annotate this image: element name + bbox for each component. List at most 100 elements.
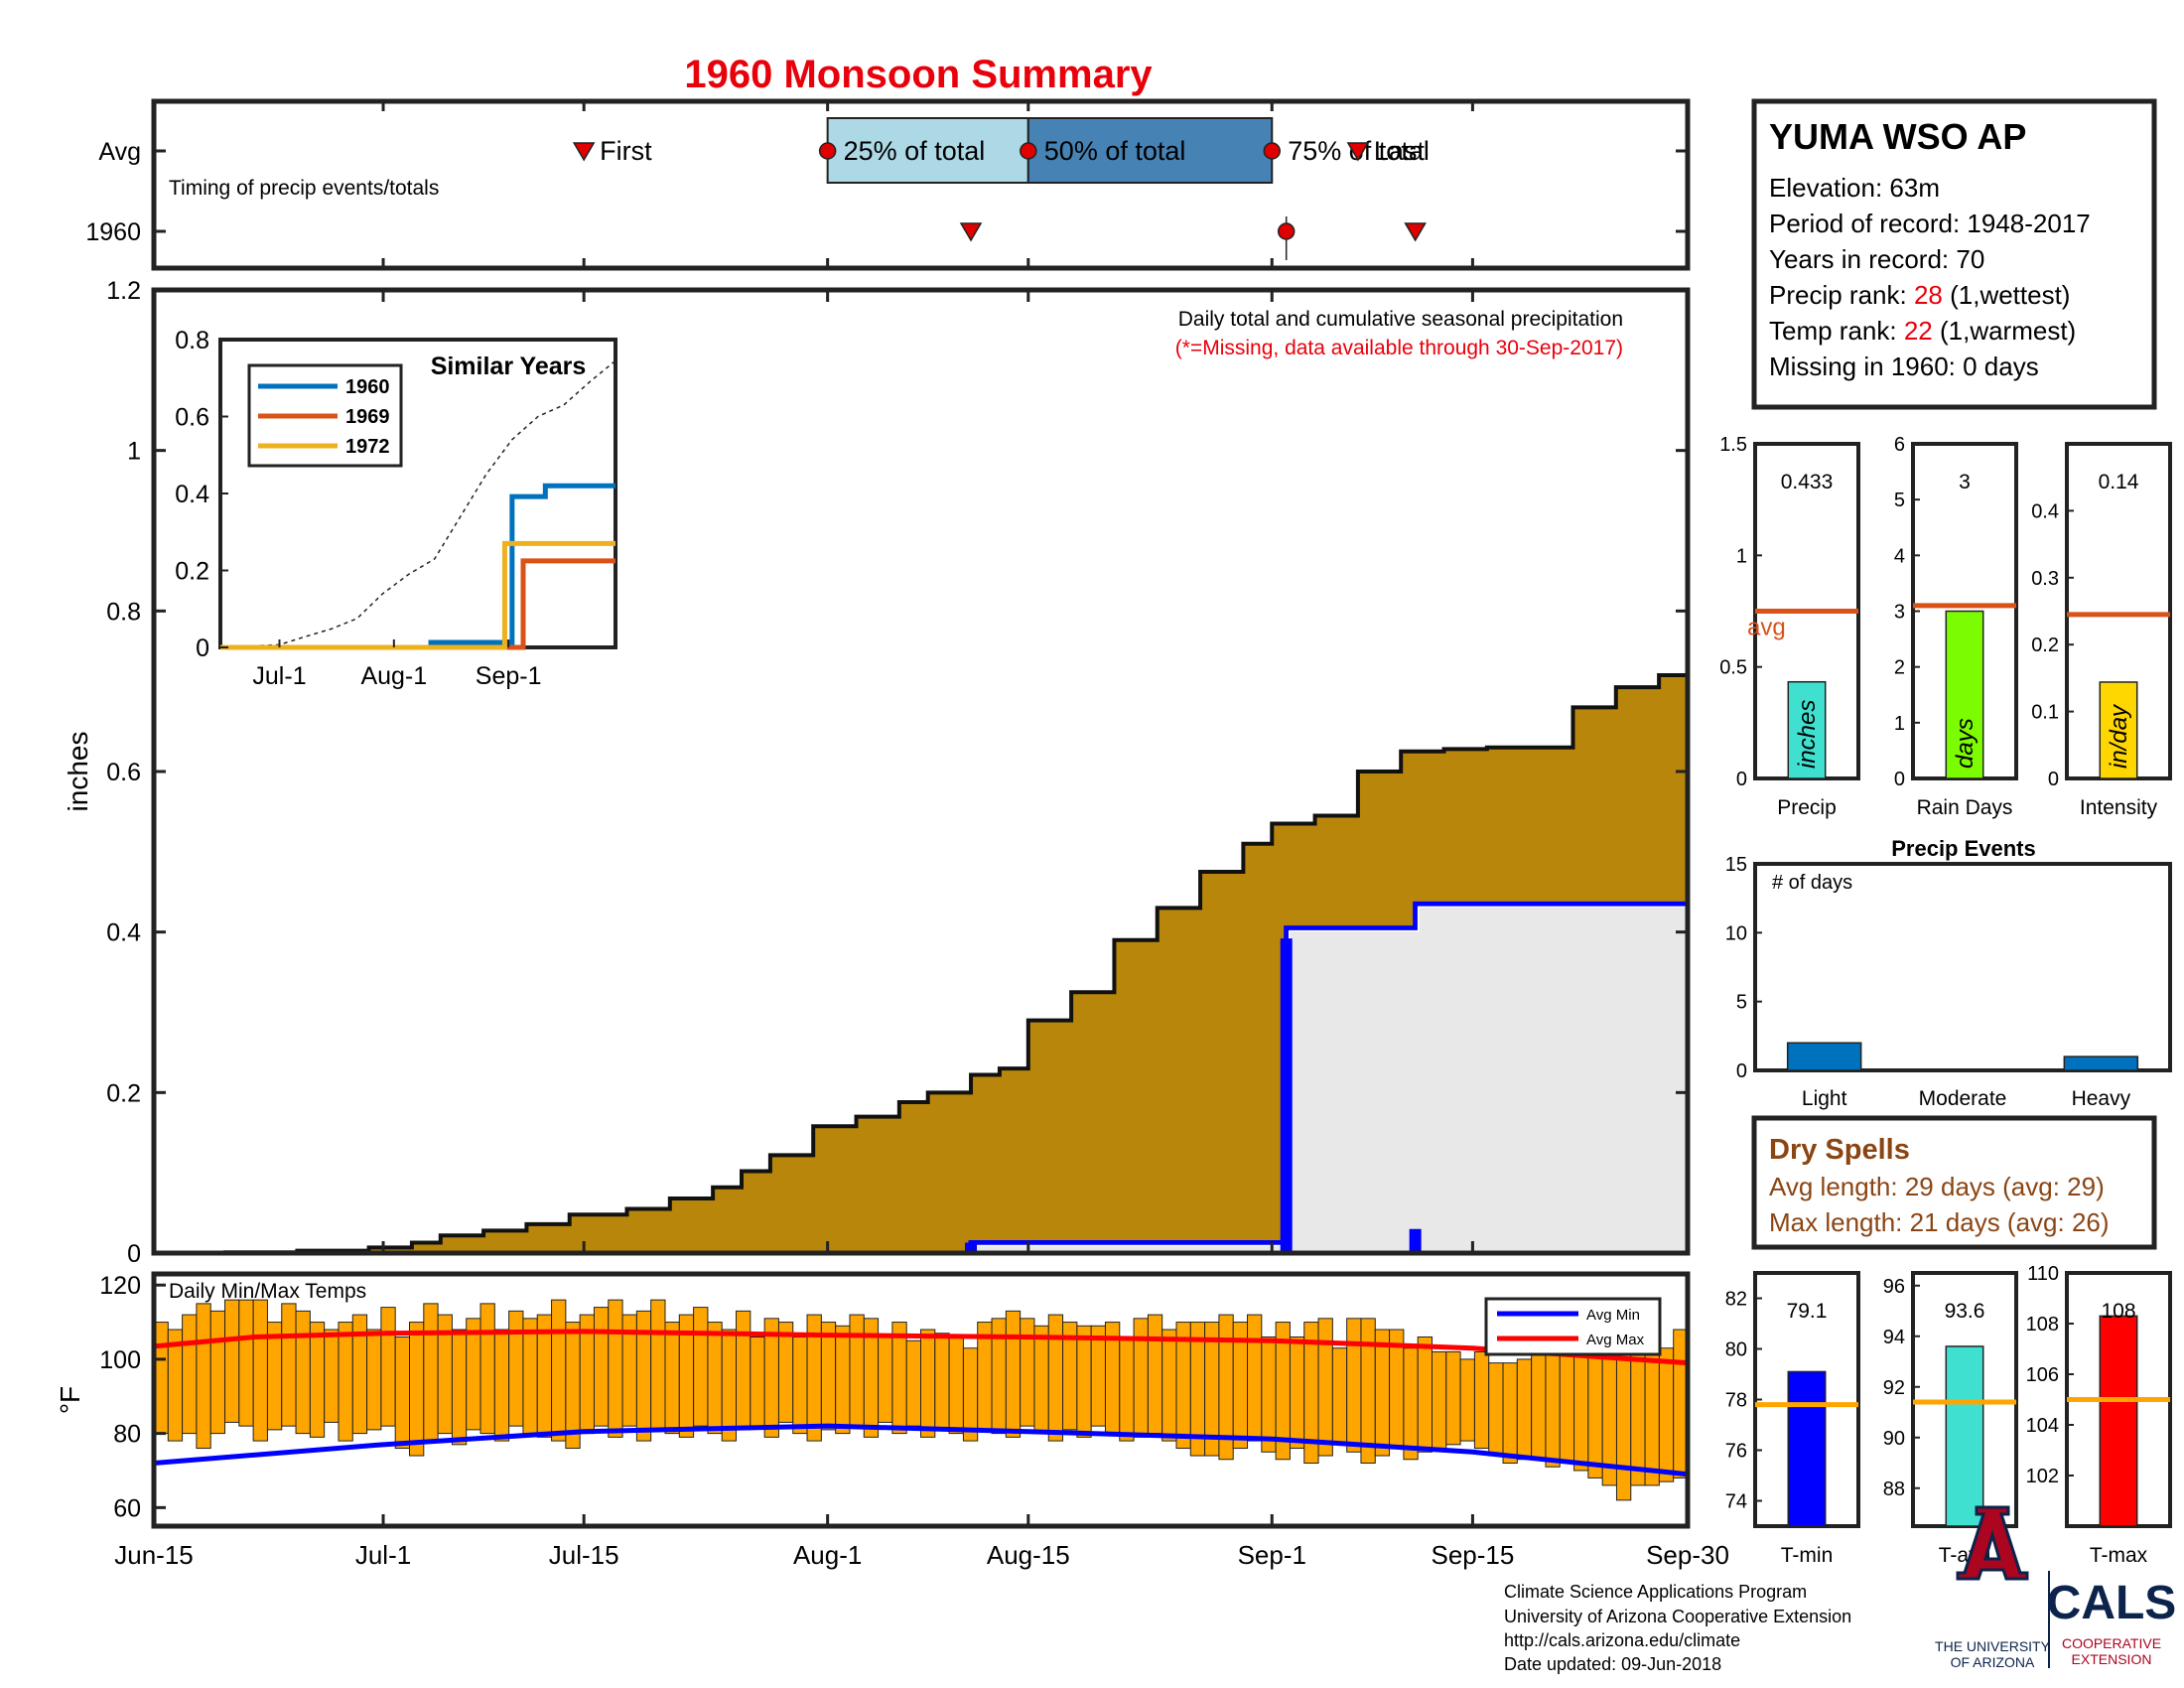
summary-chart-rain_days: 0 1 2 3 4 5 6 3 Rain Days days bbox=[1894, 434, 2018, 819]
timing-box-50-75 bbox=[1026, 117, 1274, 184]
temp-range-bar bbox=[948, 1336, 964, 1435]
temps-ytick-label: 60 bbox=[113, 1494, 141, 1522]
temp-range-bar bbox=[1374, 1329, 1391, 1457]
precip-rank-suffix: (1,wettest) bbox=[1943, 280, 2071, 310]
daily-precip-bar bbox=[965, 1242, 978, 1253]
temp-range-bar bbox=[1502, 1362, 1518, 1465]
temp-range-bar bbox=[182, 1314, 198, 1435]
cals-line-2: EXTENSION bbox=[2072, 1651, 2152, 1667]
avg-first-label: First bbox=[600, 136, 652, 166]
main-ytick-label: 0 bbox=[127, 1240, 141, 1268]
temp-range-bar bbox=[849, 1314, 865, 1427]
temp-range-bar bbox=[721, 1329, 738, 1442]
temp-range-bar bbox=[693, 1307, 709, 1427]
tavg-ytick-label: 92 bbox=[1883, 1377, 1905, 1399]
cals-logo: CALS COOPERATIVE EXTENSION bbox=[2047, 1577, 2177, 1667]
footer-line-3: http://cals.arizona.edu/climate bbox=[1504, 1630, 1740, 1650]
events-ylabel: # of days bbox=[1772, 872, 1852, 894]
ua-line-2: OF ARIZONA bbox=[1951, 1654, 2035, 1670]
temp-range-bar bbox=[451, 1329, 468, 1446]
avg-75-marker bbox=[1263, 142, 1282, 160]
precip_total-unit-label: inches bbox=[1794, 700, 1821, 769]
footer-credits: Climate Science Applications Program Uni… bbox=[1504, 1582, 1851, 1674]
similar-legend-label-1960: 1960 bbox=[345, 376, 390, 398]
temp-range-bar bbox=[1417, 1336, 1433, 1453]
temp-range-bar bbox=[1033, 1325, 1049, 1435]
temp-range-bar bbox=[1473, 1350, 1490, 1450]
temp-range-bar bbox=[664, 1322, 680, 1435]
similar-ytick-label: 0 bbox=[196, 634, 209, 662]
temp-range-bar bbox=[1488, 1362, 1504, 1457]
rain_days-ytick-label: 1 bbox=[1894, 713, 1905, 735]
rain_days-ytick-label: 5 bbox=[1894, 490, 1905, 511]
similar-xtick-label: Aug-1 bbox=[360, 662, 427, 690]
footer-line-4: Date updated: 09-Jun-2018 bbox=[1504, 1654, 1721, 1674]
temps-legend-box bbox=[1484, 1297, 1662, 1356]
temps-ytick-label: 120 bbox=[99, 1272, 141, 1300]
legend-avg-max-label: Avg Max bbox=[1586, 1332, 1645, 1348]
rain_days-value-label: 3 bbox=[1959, 471, 1971, 493]
precip_total-avg-label: avg bbox=[1747, 615, 1786, 641]
temps-ytick-label: 100 bbox=[99, 1346, 141, 1374]
temp-rank-label: Temp rank: bbox=[1769, 316, 1904, 346]
timing-box-25-50 bbox=[826, 117, 1029, 184]
similar-ytick-label: 0.8 bbox=[175, 327, 209, 354]
similar-legend: 1960 1969 1972 bbox=[247, 363, 403, 468]
rain_days-unit-label: days bbox=[1952, 718, 1979, 769]
station-temp-rank: Temp rank: 22 (1,warmest) bbox=[1769, 316, 2076, 346]
temp-range-bar bbox=[1247, 1314, 1263, 1442]
precip-rank-value: 28 bbox=[1914, 280, 1943, 310]
similar-avg-line bbox=[219, 359, 616, 648]
tmin-ytick-label: 76 bbox=[1725, 1441, 1747, 1463]
rain_days-ytick-label: 6 bbox=[1894, 434, 1905, 456]
temp-range-bar bbox=[920, 1329, 936, 1438]
temp-range-bar bbox=[493, 1329, 510, 1442]
temp-range-bar bbox=[736, 1310, 751, 1431]
temp-range-bar bbox=[792, 1336, 808, 1435]
dry-spells-avg-length: Avg length: 29 days (avg: 29) bbox=[1769, 1172, 2105, 1201]
summary-bar-charts: 0 0.5 1 1.5 0.433 Precip inches avg 0 1 2 3 4 5 6 3 Rain… bbox=[1719, 434, 2172, 1567]
temps-xtick-label: Sep-1 bbox=[1238, 1540, 1306, 1570]
events-xlabel-heavy: Heavy bbox=[2072, 1087, 2131, 1110]
chart-title: 1960 Monsoon Summary bbox=[684, 53, 1153, 96]
temp-range-bar bbox=[1360, 1318, 1376, 1464]
temps-xtick-label: Jun-15 bbox=[114, 1540, 194, 1570]
events-bar-heavy bbox=[2063, 1055, 2139, 1071]
temp-range-bar bbox=[209, 1310, 226, 1435]
temps-chart: Daily Min/Max Temps °F Avg Min Avg Max 6… bbox=[55, 1271, 1729, 1570]
temp-range-bar bbox=[338, 1322, 353, 1442]
temp-range-bar bbox=[1090, 1325, 1106, 1427]
temp-range-bar bbox=[409, 1322, 425, 1457]
temps-ytick-label: 80 bbox=[113, 1421, 141, 1449]
precip_total-ytick-label: 1 bbox=[1736, 545, 1747, 567]
tmax-xlabel: T-max bbox=[2090, 1544, 2148, 1567]
temp-range-bar bbox=[466, 1318, 481, 1431]
temp-range-bar bbox=[295, 1310, 311, 1435]
precip_total-value-label: 0.433 bbox=[1781, 471, 1834, 493]
tmin-xlabel: T-min bbox=[1781, 1544, 1834, 1567]
similar-xtick-label: Sep-1 bbox=[476, 662, 542, 690]
temps-title: Daily Min/Max Temps bbox=[169, 1280, 366, 1303]
timing-label-avg: Avg bbox=[98, 138, 141, 166]
year-last-marker bbox=[1404, 222, 1427, 242]
tavg-ytick-label: 90 bbox=[1883, 1428, 1905, 1450]
rain_days-ytick-label: 3 bbox=[1894, 602, 1905, 624]
cals-wordmark: CALS bbox=[2047, 1577, 2177, 1629]
events-xlabel-light: Light bbox=[1802, 1087, 1847, 1110]
temps-legend: Avg Min Avg Max bbox=[1484, 1297, 1662, 1356]
temps-plot-marks bbox=[153, 1299, 1689, 1501]
summary-chart-intensity: 0 0.1 0.2 0.3 0.4 0.14 Intensity in/day bbox=[2031, 442, 2172, 819]
avg-first-marker bbox=[572, 142, 596, 162]
temp-range-bar bbox=[934, 1333, 950, 1431]
temp-range-bar bbox=[593, 1307, 610, 1427]
similar-legend-label-1969: 1969 bbox=[345, 406, 390, 428]
year-first-marker bbox=[959, 222, 983, 242]
tavg-ytick-label: 96 bbox=[1883, 1276, 1905, 1298]
ua-line-1: THE UNIVERSITY bbox=[1935, 1638, 2051, 1654]
station-info-panel: YUMA WSO AP Elevation: 63m Period of rec… bbox=[1751, 98, 2157, 410]
avg-25-marker bbox=[818, 142, 837, 160]
timing-caption: Timing of precip events/totals bbox=[169, 177, 439, 200]
main-plot-marks bbox=[154, 654, 1691, 1257]
station-elevation: Elevation: 63m bbox=[1769, 173, 1940, 203]
